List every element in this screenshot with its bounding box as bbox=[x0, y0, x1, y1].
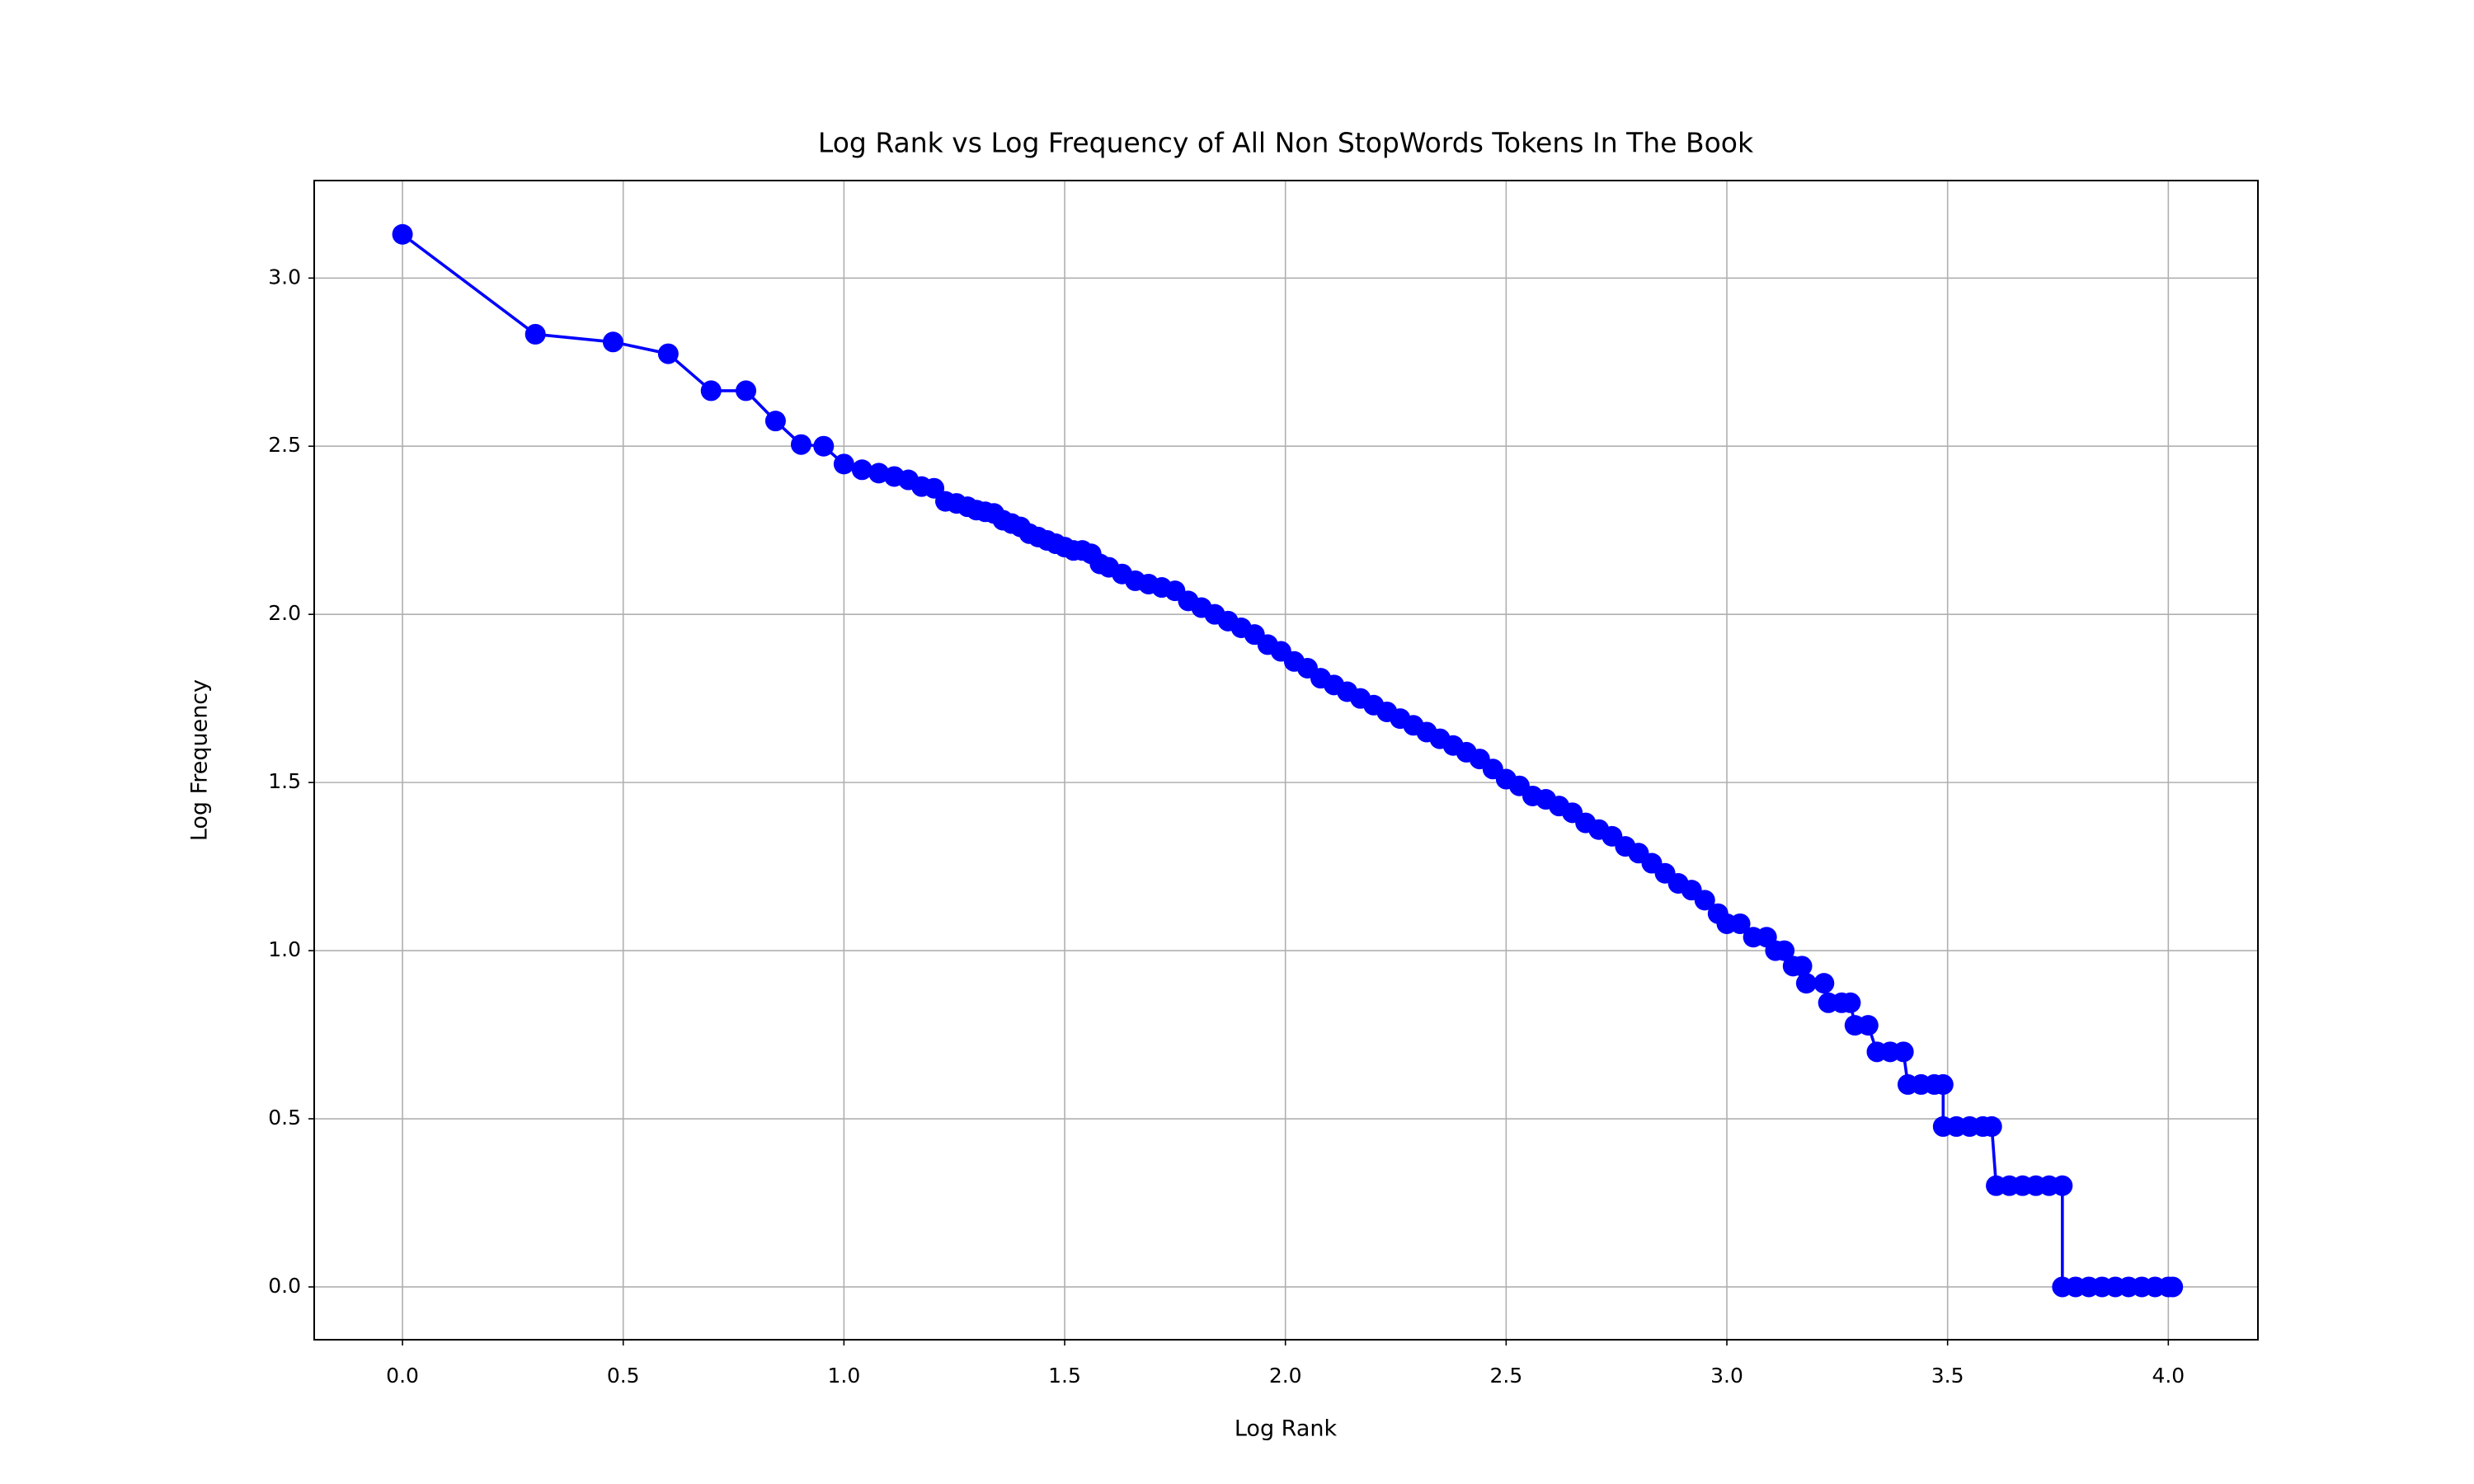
data-point bbox=[1981, 1115, 2002, 1137]
y-tick-label: 1.0 bbox=[268, 937, 301, 961]
data-point bbox=[790, 434, 811, 455]
data-point bbox=[1893, 1041, 1914, 1063]
y-tick-label: 2.5 bbox=[268, 433, 301, 457]
x-tick-label: 3.5 bbox=[1931, 1364, 1964, 1388]
data-point bbox=[1857, 1015, 1879, 1036]
chart-title: Log Rank vs Log Frequency of All Non Sto… bbox=[818, 127, 1754, 159]
x-tick-label: 0.5 bbox=[607, 1364, 640, 1388]
x-axis-label: Log Rank bbox=[1235, 1416, 1338, 1442]
x-tick-label: 3.0 bbox=[1710, 1364, 1743, 1388]
data-point bbox=[700, 380, 722, 402]
x-tick-label: 2.0 bbox=[1269, 1364, 1302, 1388]
data-point bbox=[1774, 940, 1795, 961]
y-axis-label: Log Frequency bbox=[187, 679, 213, 841]
data-point bbox=[813, 435, 835, 457]
data-point bbox=[1791, 956, 1813, 977]
data-point bbox=[1795, 973, 1817, 994]
data-point bbox=[868, 463, 890, 484]
data-point bbox=[1729, 913, 1751, 934]
x-tick-label: 4.0 bbox=[2152, 1364, 2185, 1388]
data-point bbox=[1813, 973, 1835, 994]
x-tick-label: 0.0 bbox=[386, 1364, 419, 1388]
data-point bbox=[1694, 890, 1715, 911]
x-tick-label: 1.5 bbox=[1048, 1364, 1081, 1388]
data-point bbox=[833, 453, 854, 475]
y-tick-label: 0.0 bbox=[268, 1274, 301, 1298]
y-tick-label: 2.0 bbox=[268, 601, 301, 625]
data-point bbox=[657, 343, 679, 364]
data-point bbox=[851, 459, 872, 481]
x-tick-label: 2.5 bbox=[1489, 1364, 1522, 1388]
data-point bbox=[2052, 1175, 2073, 1196]
data-point bbox=[392, 223, 413, 245]
y-tick-label: 3.0 bbox=[268, 265, 301, 289]
plot-frame bbox=[313, 180, 2259, 1341]
data-point bbox=[1932, 1073, 1954, 1095]
data-point bbox=[1840, 992, 1861, 1013]
data-point bbox=[524, 323, 546, 345]
x-tick-label: 1.0 bbox=[827, 1364, 860, 1388]
data-point bbox=[764, 411, 786, 432]
data-point bbox=[2162, 1276, 2184, 1298]
y-tick-label: 1.5 bbox=[268, 769, 301, 793]
data-point bbox=[602, 331, 623, 353]
data-point bbox=[736, 380, 757, 402]
y-tick-label: 0.5 bbox=[268, 1106, 301, 1129]
